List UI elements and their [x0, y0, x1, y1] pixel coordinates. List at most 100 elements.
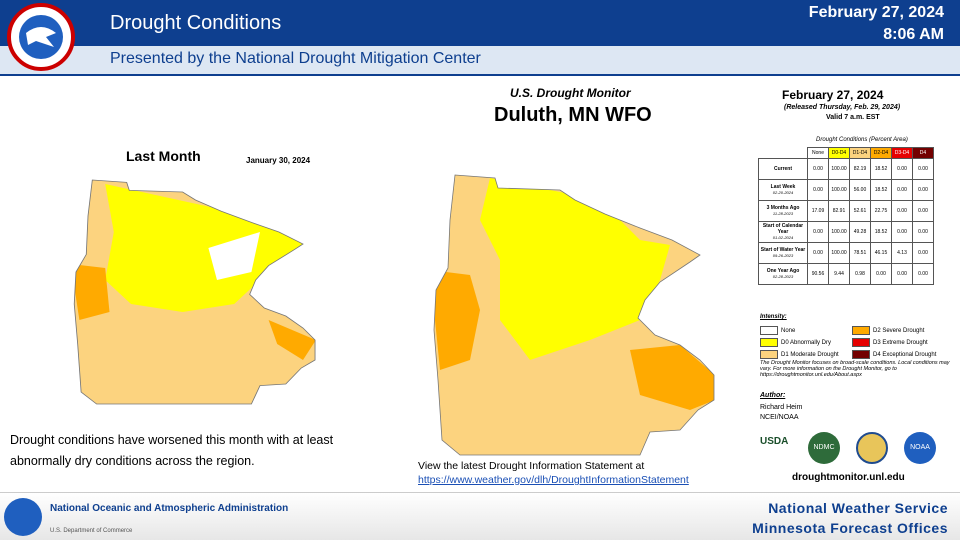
- last-month-date: January 30, 2024: [246, 156, 311, 165]
- legend-swatch: [760, 326, 778, 335]
- cell: 0.00: [807, 221, 829, 243]
- author-heading: Author:: [760, 392, 786, 399]
- cell: 0.00: [891, 263, 913, 285]
- legend-label: D4 Exceptional Drought: [873, 352, 937, 359]
- author-org: NCEI/NOAA: [760, 414, 799, 421]
- ndmc-logo: NDMC: [808, 432, 840, 464]
- main-map: [434, 175, 714, 455]
- legend-title: Intensity:: [760, 314, 787, 320]
- table-caption: Drought Conditions (Percent Area): [816, 137, 908, 143]
- noaa-logo-small: NOAA: [904, 432, 936, 464]
- column-header: D4: [912, 147, 934, 159]
- table-date: February 27, 2024: [782, 88, 884, 102]
- nws-logo: [7, 3, 75, 71]
- map-title: Duluth, MN WFO: [494, 104, 652, 126]
- legend-item: D0 Abnormally Dry: [760, 338, 855, 348]
- footer: [0, 492, 960, 540]
- corner: [759, 148, 808, 159]
- legend-item: None: [760, 326, 855, 336]
- footer-agency: National Oceanic and Atmospheric Adminis…: [50, 503, 289, 514]
- row-date: 09-26-2023: [772, 253, 794, 258]
- website: droughtmonitor.unl.edu: [792, 472, 905, 483]
- row-date: 11-28-2023: [772, 211, 794, 216]
- noaa-logo: [4, 498, 42, 536]
- cell: 0.00: [891, 179, 913, 201]
- date: February 27, 2024: [808, 4, 944, 21]
- legend-item: D2 Severe Drought: [852, 326, 947, 336]
- table-row: Start of Water Year 09-26-2023 0.00 100.00 7…: [758, 242, 934, 264]
- cell: 82.91: [828, 200, 850, 222]
- cell: 4.13: [891, 242, 913, 264]
- row-label: Start of Calendar Year 01-02-2024: [758, 221, 808, 243]
- cell: 100.00: [828, 242, 850, 264]
- table-row: Current 0.00 100.00 82.19 18.52 0.00 0.00: [758, 158, 934, 180]
- row-label: 3 Months Ago 11-28-2023: [758, 200, 808, 222]
- table-row: Last Week 02-20-2024 0.00 100.00 56.00 18.52 0…: [758, 179, 934, 201]
- link-url[interactable]: https://www.weather.gov/dlh/DroughtInfor…: [418, 474, 689, 486]
- footer-offices: Minnesota Forecast Offices: [752, 520, 948, 536]
- table-row: Start of Calendar Year 01-02-2024 0.00 100.…: [758, 221, 934, 243]
- cell: 18.52: [870, 221, 892, 243]
- cell: 0.00: [912, 200, 934, 222]
- subtitle-band: [0, 46, 960, 76]
- caption: Drought conditions have worsened this mo…: [10, 433, 334, 468]
- legend-label: D3 Extreme Drought: [873, 340, 928, 347]
- cell: 17.09: [807, 200, 829, 222]
- cell: 0.00: [891, 158, 913, 180]
- legend-swatch: [760, 338, 778, 347]
- cell: 100.00: [828, 179, 850, 201]
- header-band: [0, 0, 960, 46]
- row-date: 02-28-2023: [772, 274, 794, 279]
- time: 8:06 AM: [883, 26, 944, 43]
- drought-table: None D0-D4 D1-D4 D2-D4 D3-D4 D4 Current 0.00 100…: [758, 147, 934, 285]
- title: Drought Conditions: [110, 12, 282, 34]
- last-month-map: [73, 179, 316, 405]
- cell: 18.52: [870, 179, 892, 201]
- cell: 0.00: [912, 179, 934, 201]
- usda-logo: USDA: [760, 436, 789, 447]
- row-name: Start of Water Year: [760, 247, 806, 253]
- row-label: One Year Ago 02-28-2023: [758, 263, 808, 285]
- cell: 0.00: [912, 242, 934, 264]
- table-row: One Year Ago 02-28-2023 90.56 9.44 0.98 0.00 0…: [758, 263, 934, 285]
- column-header: D2-D4: [870, 147, 892, 159]
- row-label: Current: [758, 158, 808, 180]
- legend-swatch: [852, 338, 870, 347]
- row-name: Last Week: [770, 184, 796, 190]
- cell: 18.52: [870, 158, 892, 180]
- cell: 78.51: [849, 242, 871, 264]
- legend-item: D3 Extreme Drought: [852, 338, 947, 348]
- legend-label: D2 Severe Drought: [873, 328, 925, 335]
- cell: 0.00: [870, 263, 892, 285]
- cell: 82.19: [849, 158, 871, 180]
- header-row: None D0-D4 D1-D4 D2-D4 D3-D4 D4: [759, 147, 934, 159]
- cell: 22.75: [870, 200, 892, 222]
- cell: 0.00: [807, 242, 829, 264]
- cell: 0.00: [912, 158, 934, 180]
- legend-item: D1 Moderate Drought: [760, 350, 855, 360]
- row-name: Start of Calendar Year: [762, 223, 804, 235]
- cell: 0.00: [807, 179, 829, 201]
- table-valid: Valid 7 a.m. EST: [826, 114, 880, 121]
- cell: 0.98: [849, 263, 871, 285]
- last-month-title: Last Month: [126, 148, 201, 164]
- legend-label: D0 Abnormally Dry: [781, 340, 832, 347]
- legend-label: None: [781, 328, 796, 335]
- cell: 46.15: [870, 242, 892, 264]
- cell: 0.00: [891, 200, 913, 222]
- cell: 9.44: [828, 263, 850, 285]
- row-name: One Year Ago: [766, 268, 800, 274]
- legend-swatch: [760, 350, 778, 359]
- cell: 0.00: [891, 221, 913, 243]
- map-kicker: U.S. Drought Monitor: [510, 86, 631, 100]
- legend: Intensity: None D0 Abnormally Dry D1 Moder…: [760, 314, 936, 359]
- link-text: View the latest Drought Information Stat…: [418, 460, 645, 472]
- column-header: D0-D4: [828, 147, 850, 159]
- row-date: 02-20-2024: [772, 190, 794, 195]
- cell: 0.00: [912, 263, 934, 285]
- row-label: Last Week 02-20-2024: [758, 179, 808, 201]
- cell: 0.00: [807, 158, 829, 180]
- subtitle: Presented by the National Drought Mitiga…: [110, 50, 481, 67]
